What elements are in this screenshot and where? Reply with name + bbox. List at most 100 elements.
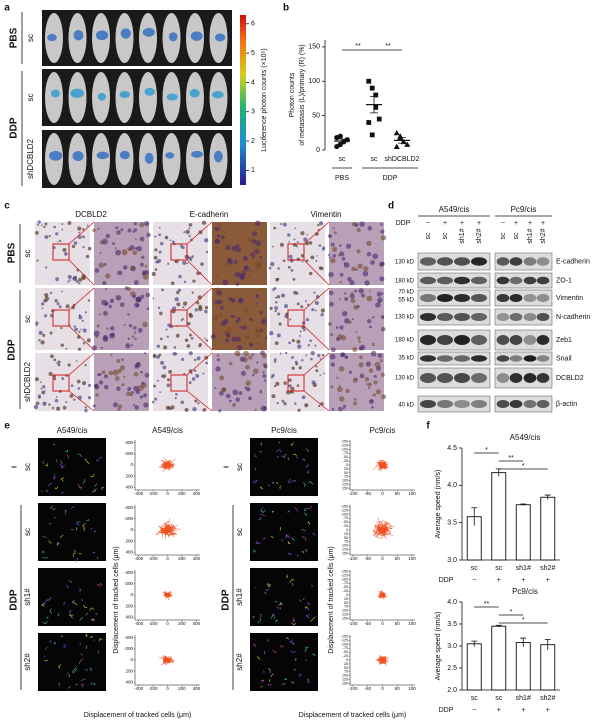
lane-label: sh2# [540, 228, 547, 243]
x-tick-label: 0 [166, 491, 169, 496]
cell [225, 263, 229, 267]
cell-line: Pc9/cis [511, 205, 537, 214]
cell [139, 222, 144, 227]
cell [349, 371, 352, 374]
cell [204, 338, 206, 340]
treatment-label: DDP [439, 707, 454, 714]
cell [302, 261, 304, 263]
signal [143, 28, 155, 37]
cell [322, 354, 324, 356]
cell [202, 373, 204, 375]
cell [372, 343, 375, 346]
cell [68, 275, 72, 279]
cell [143, 274, 149, 280]
cell [192, 407, 196, 411]
cell [163, 345, 167, 349]
cell [183, 301, 187, 305]
cell [157, 380, 159, 382]
group-label: DDP [7, 339, 18, 360]
cell [122, 249, 128, 255]
cell [161, 375, 163, 377]
treatment-sign: + [514, 220, 518, 227]
cell [254, 409, 256, 411]
cell [239, 297, 244, 302]
cell [338, 385, 340, 387]
y-tick-label: 0 [130, 592, 133, 597]
cell [71, 384, 74, 387]
cell [132, 295, 136, 299]
cell [104, 385, 109, 390]
cell [360, 345, 365, 350]
x-tick-label: -200 [149, 491, 159, 496]
cell [78, 282, 80, 284]
bar [541, 497, 555, 560]
band [454, 294, 470, 302]
band [510, 257, 523, 266]
y-tick-label: 3.5 [447, 520, 457, 527]
row-label: sc [26, 34, 35, 42]
y-tick-label: -200 [124, 646, 134, 651]
significance-label: * [522, 463, 525, 470]
cell [187, 344, 191, 348]
cell [260, 389, 262, 391]
cell [275, 310, 277, 312]
cell [73, 277, 77, 281]
y-tick-label: 3.5 [447, 621, 457, 628]
cell [297, 344, 301, 348]
cell [68, 363, 71, 366]
cell [372, 253, 378, 259]
cell [354, 290, 357, 293]
cell [134, 364, 139, 369]
tracking-image [250, 568, 318, 626]
cell [274, 306, 278, 310]
cell [368, 382, 372, 386]
band [510, 335, 523, 345]
cell [288, 384, 291, 387]
column-header: Vimentin [311, 210, 342, 219]
x-tick-label: -400 [134, 491, 144, 496]
cell [332, 247, 337, 252]
band [497, 257, 510, 266]
cell [160, 361, 164, 365]
cell [97, 228, 99, 230]
cell [131, 391, 134, 394]
cell [345, 389, 350, 394]
cell [44, 222, 47, 225]
cell [187, 322, 190, 325]
cell [229, 362, 232, 365]
cell [255, 294, 259, 298]
cell [381, 394, 386, 399]
cell [78, 232, 80, 234]
cell [214, 239, 218, 243]
cell [132, 230, 135, 233]
cell [339, 251, 344, 256]
cell [134, 280, 139, 285]
cell [64, 252, 68, 256]
cell [306, 404, 308, 406]
x-tick-label: 0 [381, 686, 384, 691]
x-tick-label: 200 [178, 491, 186, 496]
cell [44, 235, 48, 239]
row-label: shDCBLD2 [23, 361, 32, 402]
y-tick-label: 2.5 [447, 665, 457, 672]
y-tick-label: 400 [125, 549, 133, 554]
data-point [370, 86, 375, 91]
cell [172, 241, 175, 244]
cell [69, 279, 71, 281]
cell [355, 378, 357, 380]
cell [146, 293, 150, 297]
signal [145, 153, 154, 164]
cell [354, 398, 357, 401]
cell [191, 373, 193, 375]
cell [330, 385, 333, 388]
cell [331, 243, 335, 247]
cell [192, 280, 195, 283]
mouse [139, 72, 157, 123]
y-tick-label: 0 [130, 527, 133, 532]
cell [214, 226, 219, 231]
cell [197, 402, 199, 404]
cell [42, 385, 45, 388]
cell [61, 343, 64, 346]
x-tick-label: sc [495, 565, 503, 572]
group-label: DDP [9, 117, 20, 138]
